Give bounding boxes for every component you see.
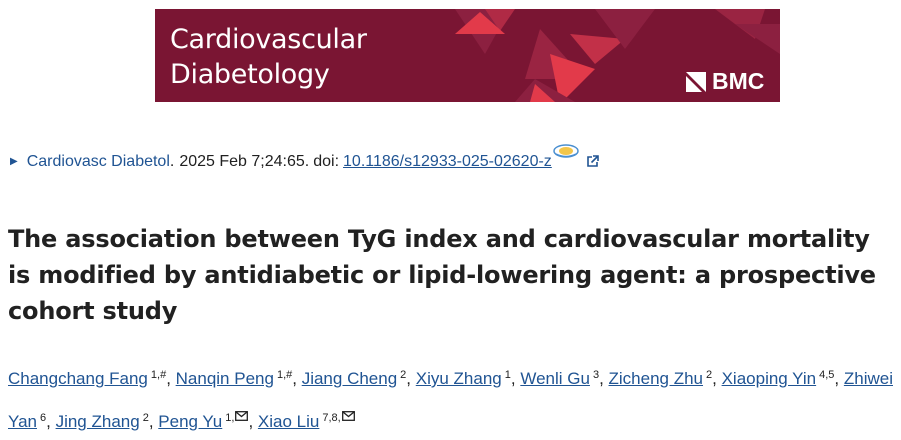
author-affiliation: 2 [400, 369, 407, 381]
publisher-name: BMC [712, 68, 765, 94]
doi-label: doi: [313, 152, 340, 170]
external-link-icon[interactable] [586, 153, 599, 175]
mail-icon[interactable] [235, 397, 249, 434]
author-link[interactable]: Wenli Gu [520, 369, 590, 388]
author-link[interactable]: Xiao Liu [257, 412, 320, 431]
author-item: Xiyu Zhang 1, [415, 369, 521, 388]
doi-link[interactable]: 10.1186/s12933-025-02620-z [343, 152, 552, 170]
author-affiliation: 2 [706, 369, 713, 381]
author-item: Changchang Fang 1,#, [8, 369, 176, 388]
publisher-logo: BMC [686, 68, 764, 95]
triangle-right-icon[interactable]: ▶ [10, 155, 18, 167]
author-link[interactable]: Changchang Fang [8, 369, 148, 388]
author-affiliation: 2 [142, 412, 149, 424]
citation-separator: . [169, 152, 175, 170]
publication-date: 2025 Feb 7;24:65. [179, 152, 310, 170]
banner-decoration [455, 9, 780, 102]
journal-name: Cardiovascular Diabetology [170, 22, 367, 92]
author-link[interactable]: Jing Zhang [55, 412, 140, 431]
author-link[interactable]: Nanqin Peng [175, 369, 274, 388]
author-item: Nanqin Peng 1,#, [175, 369, 302, 388]
fulltext-icon[interactable] [553, 143, 579, 166]
author-link[interactable]: Xiaoping Yin [721, 369, 817, 388]
author-list: Changchang Fang 1,#, Nanqin Peng 1,#, Jian… [8, 357, 900, 440]
article-title: The association between TyG index and ca… [8, 225, 876, 325]
author-affiliation: 6 [40, 412, 47, 424]
journal-name-line1: Cardiovascular [170, 24, 367, 55]
journal-name-line2: Diabetology [170, 59, 330, 90]
mail-icon[interactable] [341, 397, 355, 434]
author-link[interactable]: Xiyu Zhang [415, 369, 502, 388]
author-item: Zicheng Zhu 2, [608, 369, 722, 388]
author-item: Peng Yu 1,, [158, 411, 258, 431]
author-item: Jing Zhang 2, [55, 412, 159, 431]
author-affiliation: 7,8, [322, 412, 341, 424]
author-affiliation: 1,# [150, 369, 167, 381]
author-affiliation: 1 [504, 369, 511, 381]
author-item: Wenli Gu 3, [520, 369, 609, 388]
bmc-logo-icon [686, 71, 706, 92]
author-affiliation: 3 [592, 369, 600, 381]
journal-link[interactable]: Cardiovasc Diabetol [26, 152, 170, 170]
author-item: Xiao Liu 7,8, [257, 411, 355, 431]
author-item: Xiaoping Yin 4,5, [721, 369, 844, 388]
journal-banner[interactable]: Cardiovascular Diabetology BMC [155, 9, 780, 102]
author-affiliation: 4,5 [819, 369, 835, 381]
citation-line: ▶ Cardiovasc Diabetol . 2025 Feb 7;24:65… [10, 144, 599, 175]
author-affiliation: 1, [225, 412, 235, 424]
author-link[interactable]: Zicheng Zhu [608, 369, 704, 388]
author-affiliation: 1,# [276, 369, 293, 381]
author-link[interactable]: Peng Yu [158, 412, 223, 431]
author-link[interactable]: Jiang Cheng [301, 369, 398, 388]
author-item: Jiang Cheng 2, [301, 369, 416, 388]
